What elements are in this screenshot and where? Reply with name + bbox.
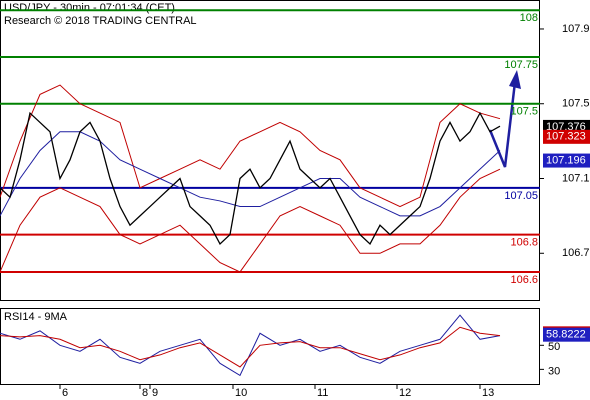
indicator-line (0, 84, 501, 208)
indicator-line (0, 168, 501, 273)
price-marker-label: 107.323 (546, 131, 586, 143)
y-tick-label: 107.9 (562, 23, 590, 35)
price-marker-label: 107.376 (546, 121, 586, 133)
x-tick-label: 13 (482, 387, 494, 399)
y-tick-label: 107.1 (562, 172, 590, 184)
chart-title: USD/JPY - 30min - 07:01:34 (CET) (4, 2, 175, 14)
projection-arrow (488, 81, 517, 168)
rsi-y-tick-label: 30 (548, 365, 560, 377)
rsi-line (0, 326, 501, 368)
level-label: 108 (520, 12, 538, 24)
price-line (0, 111, 501, 245)
chart-subtitle: Research © 2018 TRADING CENTRAL (4, 15, 197, 27)
level-label: 106.6 (510, 274, 538, 286)
y-tick-label: 106.7 (562, 247, 590, 259)
price-marker-label: 58.8222 (546, 329, 586, 341)
level-label: 107.5 (510, 106, 538, 118)
rsi-title: RSI14 - 9MA (4, 311, 68, 323)
level-label: 106.8 (510, 236, 538, 248)
level-label: 107.75 (504, 59, 538, 71)
x-tick-label: 6 (62, 387, 68, 399)
rsi-y-tick-label: 50 (548, 341, 560, 353)
price-marker (543, 327, 590, 342)
x-tick-label: 9 (152, 387, 158, 399)
x-tick-label: 11 (317, 387, 328, 399)
x-tick-label: 12 (399, 387, 411, 399)
price-marker (543, 153, 590, 168)
y-tick-label: 107.5 (562, 98, 590, 110)
rsi-panel (0, 308, 540, 385)
rsi-line (0, 314, 501, 377)
level-label: 107.05 (504, 190, 538, 202)
price-panel (0, 0, 540, 301)
indicator-line (0, 131, 501, 217)
x-tick-label: 8 (142, 387, 148, 399)
price-marker-label: 107.196 (546, 154, 586, 166)
price-marker (543, 129, 590, 144)
x-tick-label: 10 (235, 387, 247, 399)
projection-arrow-head (509, 70, 521, 89)
